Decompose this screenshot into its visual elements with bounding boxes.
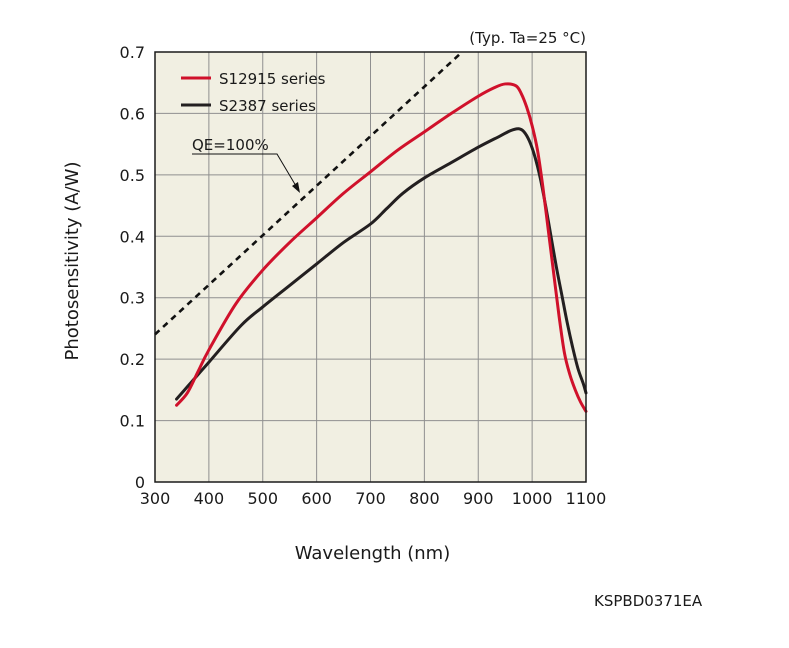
x-axis-ticks: 300 400 500 600 700 800 900 1000 1100 xyxy=(140,489,607,508)
y-tick-label: 0.4 xyxy=(120,227,145,246)
legend-label: S12915 series xyxy=(219,70,326,88)
qe-leader-line xyxy=(192,153,297,187)
series-layer xyxy=(175,82,588,413)
x-tick-label: 1000 xyxy=(512,489,553,508)
y-tick-label: 0.5 xyxy=(120,166,145,185)
x-tick-label: 600 xyxy=(301,489,332,508)
qe-label: QE=100% xyxy=(192,136,269,154)
condition-note: (Typ. Ta=25 °C) xyxy=(469,29,586,47)
y-tick-label: 0.2 xyxy=(120,350,145,369)
qe-100-reference-line xyxy=(154,51,463,336)
x-tick-label: 400 xyxy=(194,489,225,508)
qe-annotation: QE=100% xyxy=(192,136,300,193)
x-tick-label: 1100 xyxy=(566,489,607,508)
y-tick-label: 0.7 xyxy=(120,43,145,62)
x-axis-title: Wavelength (nm) xyxy=(295,543,451,564)
series-line-s12915 xyxy=(175,82,588,413)
qe-arrowhead xyxy=(292,182,300,193)
y-tick-label: 0.6 xyxy=(120,104,145,123)
figure-code: KSPBD0371EA xyxy=(594,592,703,610)
y-axis-ticks: 0 0.1 0.2 0.3 0.4 0.5 0.6 0.7 xyxy=(120,43,145,492)
x-tick-label: 500 xyxy=(247,489,278,508)
y-tick-label: 0.3 xyxy=(120,289,145,308)
x-tick-label: 800 xyxy=(409,489,440,508)
x-tick-label: 700 xyxy=(355,489,386,508)
x-tick-label: 900 xyxy=(463,489,494,508)
y-tick-label: 0 xyxy=(135,473,145,492)
legend-label: S2387 series xyxy=(219,97,316,115)
legend: S12915 series S2387 series xyxy=(181,70,326,115)
x-tick-label: 300 xyxy=(140,489,171,508)
plot-frame xyxy=(154,51,587,483)
y-tick-label: 0.1 xyxy=(120,412,145,431)
series-line-s2387 xyxy=(175,127,588,401)
y-axis-title: Photosensitivity (A/W) xyxy=(62,162,83,361)
qe-100-line xyxy=(154,51,463,336)
